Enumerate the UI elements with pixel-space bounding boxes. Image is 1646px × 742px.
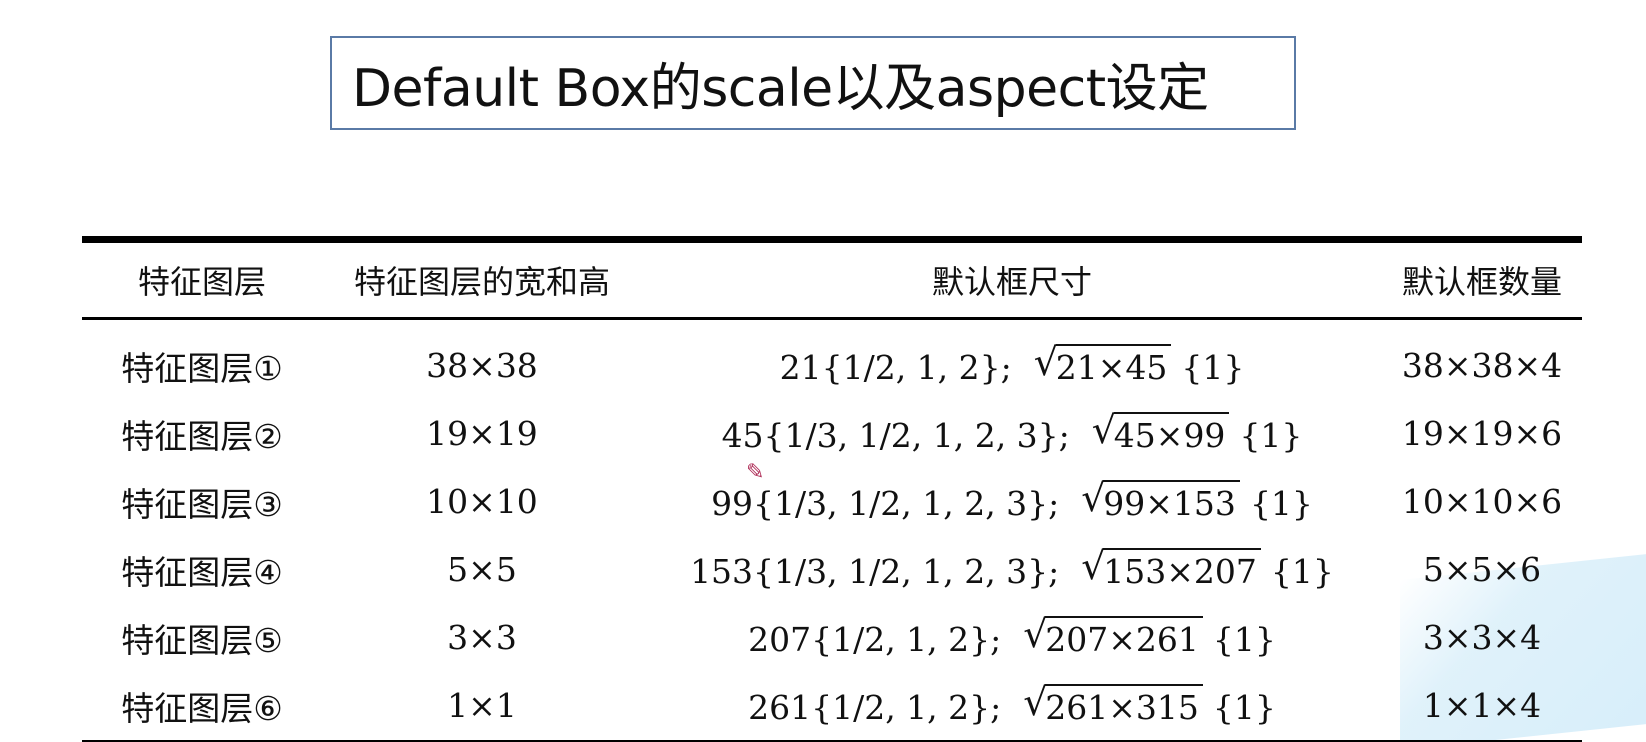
row-layer: 特征图层① (121, 348, 283, 388)
box-extra: {1} (1249, 484, 1313, 523)
header-box-size: 默认框尺寸 (931, 263, 1092, 301)
row-box-size: 261{1/2, 1, 2}; √ 261×315 {1} (642, 680, 1382, 727)
row-layer: 特征图层③ (121, 484, 283, 524)
slide-title: Default Box的scale以及aspect设定 (352, 58, 1209, 119)
row-box-size: 99{1/3, 1/2, 1, 2, 3}; √ 99×153 {1} (642, 476, 1382, 523)
row-layer: 特征图层⑤ (121, 620, 283, 660)
row-box-size: 207{1/2, 1, 2}; √ 207×261 {1} (642, 612, 1382, 659)
table-row: 特征图层③ 10×10 99{1/3, 1/2, 1, 2, 3}; √ 99×15… (82, 468, 1582, 536)
row-layer: 特征图层④ (121, 552, 283, 592)
box-extra: {1} (1270, 552, 1334, 591)
row-box-size: 21{1/2, 1, 2}; √ 21×45 {1} (642, 340, 1382, 387)
square-root-icon: √ 45×99 (1092, 408, 1230, 455)
box-scale: 153{1/3, 1/2, 1, 2, 3}; (690, 552, 1060, 591)
box-extra: {1} (1239, 416, 1303, 455)
header-box-count: 默认框数量 (1401, 263, 1562, 301)
box-scale: 99{1/3, 1/2, 1, 2, 3}; (711, 484, 1060, 523)
row-size: 10×10 (426, 482, 538, 521)
row-size: 19×19 (426, 414, 538, 453)
row-layer: 特征图层② (121, 416, 283, 456)
box-scale: 21{1/2, 1, 2}; (779, 348, 1012, 387)
box-extra: {1} (1212, 620, 1276, 659)
box-scale: 207{1/2, 1, 2}; (748, 620, 1002, 659)
row-size: 1×1 (447, 686, 517, 725)
table-bottom-rule (82, 739, 1582, 742)
table-row: 特征图层② 19×19 45{1/3, 1/2, 1, 2, 3}; √ 45×99… (82, 400, 1582, 468)
table-row: 特征图层⑥ 1×1 261{1/2, 1, 2}; √ 261×315 {1} 1×1… (82, 672, 1582, 740)
square-root-icon: √ 261×315 (1023, 680, 1203, 727)
table-row: 特征图层① 38×38 21{1/2, 1, 2}; √ 21×45 {1} 38×3… (82, 332, 1582, 400)
pen-cursor-icon: ✎ (746, 460, 765, 485)
square-root-icon: √ 153×207 (1081, 544, 1261, 591)
row-box-size: 45{1/3, 1/2, 1, 2, 3}; √ 45×99 {1} (642, 408, 1382, 455)
row-count: 19×19×6 (1401, 414, 1563, 453)
sqrt-expression: 99×153 (1103, 480, 1240, 523)
square-root-icon: √ 99×153 (1081, 476, 1240, 523)
row-size: 38×38 (426, 346, 538, 385)
header-size: 特征图层的宽和高 (353, 263, 610, 301)
row-count: 3×3×4 (1422, 618, 1542, 657)
row-size: 5×5 (447, 550, 517, 589)
square-root-icon: √ 207×261 (1023, 612, 1203, 659)
row-box-size: 153{1/3, 1/2, 1, 2, 3}; √ 153×207 {1} (642, 544, 1382, 591)
row-count: 1×1×4 (1422, 686, 1542, 725)
row-count: 10×10×6 (1401, 482, 1563, 521)
table-row: 特征图层④ 5×5 153{1/3, 1/2, 1, 2, 3}; √ 153×20… (82, 536, 1582, 604)
square-root-icon: √ 21×45 (1034, 340, 1172, 387)
sqrt-expression: 45×99 (1113, 412, 1230, 455)
sqrt-expression: 261×315 (1045, 684, 1203, 727)
default-box-table: 特征图层 特征图层的宽和高 默认框尺寸 默认框数量 特征图层① 38×38 21… (82, 236, 1582, 742)
row-count: 5×5×6 (1422, 550, 1542, 589)
box-scale: 45{1/3, 1/2, 1, 2, 3}; (721, 416, 1070, 455)
box-extra: {1} (1181, 348, 1245, 387)
table-header-row: 特征图层 特征图层的宽和高 默认框尺寸 默认框数量 (82, 243, 1582, 317)
table-row: 特征图层⑤ 3×3 207{1/2, 1, 2}; √ 207×261 {1} 3×3… (82, 604, 1582, 672)
sqrt-expression: 21×45 (1055, 344, 1172, 387)
box-scale: 261{1/2, 1, 2}; (748, 688, 1002, 727)
row-layer: 特征图层⑥ (121, 688, 283, 728)
title-box: Default Box的scale以及aspect设定 (330, 36, 1296, 130)
header-layer: 特征图层 (137, 263, 266, 301)
sqrt-expression: 207×261 (1045, 616, 1203, 659)
box-extra: {1} (1212, 688, 1276, 727)
sqrt-expression: 153×207 (1103, 548, 1261, 591)
row-count: 38×38×4 (1401, 346, 1563, 385)
table-header-rule (82, 317, 1582, 320)
row-size: 3×3 (447, 618, 517, 657)
table-top-rule (82, 236, 1582, 243)
